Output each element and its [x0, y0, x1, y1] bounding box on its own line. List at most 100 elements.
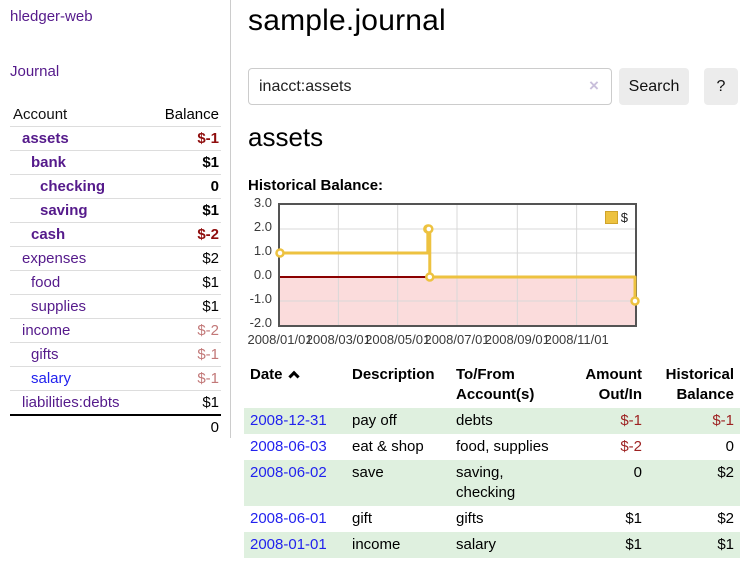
amount-cell: $1: [625, 536, 642, 553]
account-row: income $-2: [10, 318, 221, 342]
account-row: checking 0: [10, 174, 221, 198]
amount-cell: $-2: [620, 438, 642, 455]
sidebar-account-link[interactable]: food: [31, 274, 61, 291]
date-link[interactable]: 2008-06-01: [250, 510, 327, 527]
sidebar-account-link[interactable]: supplies: [31, 298, 87, 315]
register-header-date[interactable]: Date: [244, 362, 346, 408]
header-label: Balance: [676, 386, 734, 403]
date-cell: 2008-12-31: [244, 408, 346, 434]
accounts-cell: gifts: [456, 510, 484, 527]
description-cell: gift: [352, 510, 373, 527]
date-link[interactable]: 2008-12-31: [250, 412, 327, 429]
sidebar-account-link[interactable]: income: [22, 322, 71, 339]
register-row: 2008-01-01 income salary $1 $1: [244, 532, 740, 558]
search-form: × Search ?: [248, 68, 742, 106]
description-cell: eat & shop: [352, 438, 424, 455]
x-axis-label: 2008/05/01: [365, 332, 431, 347]
accounts-total-row: 0: [10, 414, 221, 438]
chart-plot[interactable]: $: [275, 203, 640, 327]
search-button[interactable]: Search: [619, 68, 689, 105]
sidebar-account-link[interactable]: saving: [40, 202, 88, 219]
sort-asc-icon: [287, 370, 300, 383]
amount-cell: 0: [633, 464, 642, 481]
date-cell: 2008-01-01: [244, 532, 346, 558]
search-input[interactable]: [248, 68, 612, 105]
chart-canvas: [275, 205, 640, 325]
legend-swatch-icon: [604, 211, 618, 224]
account-balance: $-1: [197, 346, 219, 363]
y-axis-label: -1.0: [249, 291, 272, 306]
balance-cell: 0: [725, 438, 734, 455]
page-title: sample.journal: [248, 4, 446, 37]
journal-link[interactable]: Journal: [10, 63, 60, 80]
y-axis-label: 2.0: [253, 219, 272, 234]
accounts-cell: debts: [456, 412, 493, 429]
date-cell: 2008-06-02: [244, 460, 346, 506]
balance-cell: $2: [717, 464, 734, 481]
account-row: supplies $1: [10, 294, 221, 318]
sidebar-account-link[interactable]: expenses: [22, 250, 87, 267]
chart-legend: $: [604, 210, 628, 225]
x-axis-label: 2008/07/01: [424, 332, 490, 347]
header-label: Historical: [665, 366, 734, 383]
account-row: saving $1: [10, 198, 221, 222]
y-axis-label: 0.0: [253, 267, 272, 282]
clear-search-icon[interactable]: ×: [589, 76, 599, 95]
header-label: Date: [250, 366, 283, 383]
sidebar-account-link[interactable]: cash: [31, 226, 66, 243]
help-button[interactable]: ?: [704, 68, 738, 105]
account-balance: $-1: [197, 130, 219, 147]
header-label: Out/In: [598, 386, 642, 403]
account-header-label: Account: [13, 105, 68, 123]
account-balance: $1: [202, 298, 219, 315]
header-label: Description: [352, 366, 435, 383]
register-row: 2008-06-02 save saving, checking 0 $2: [244, 460, 740, 506]
date-link[interactable]: 2008-06-03: [250, 438, 327, 455]
sidebar-account-link[interactable]: assets: [22, 130, 69, 147]
sidebar: hledger-web Journal Account Balance asse…: [0, 0, 231, 438]
sidebar-account-link[interactable]: liabilities:debts: [22, 394, 120, 411]
balance-cell: $-1: [712, 412, 734, 429]
legend-label: $: [620, 210, 628, 225]
x-axis-label: 2008/11/01: [544, 332, 609, 347]
x-axis-label: 2008/03/01: [305, 332, 371, 347]
date-cell: 2008-06-03: [244, 434, 346, 460]
date-cell: 2008-06-01: [244, 506, 346, 532]
account-balance: $2: [202, 250, 219, 267]
description-cell: save: [352, 464, 384, 481]
sidebar-account-link[interactable]: salary: [31, 370, 72, 387]
register-row: 2008-06-03 eat & shop food, supplies $-2 0: [244, 434, 740, 460]
chart-title: Historical Balance:: [248, 177, 384, 194]
account-row: liabilities:debts $1: [10, 390, 221, 414]
account-balance: $-2: [197, 322, 219, 339]
account-balance: 0: [210, 178, 219, 195]
accounts-cell: saving, checking: [456, 464, 516, 501]
account-balance: $-1: [197, 370, 219, 387]
account-row: gifts $-1: [10, 342, 221, 366]
sidebar-account-link[interactable]: checking: [40, 178, 106, 195]
accounts-table-header: Account Balance: [10, 102, 221, 126]
balance-cell: $2: [717, 510, 734, 527]
register-header-historical: Historical Balance: [648, 362, 740, 408]
register-header-amount: Amount Out/In: [566, 362, 648, 408]
y-axis-label: 1.0: [253, 243, 272, 258]
amount-cell: $1: [625, 510, 642, 527]
description-cell: pay off: [352, 412, 397, 429]
balance-cell: $1: [717, 536, 734, 553]
brand-link[interactable]: hledger-web: [10, 8, 93, 25]
register-header-row: Date Description To/From Account(s) Amount Ou…: [244, 362, 740, 408]
y-axis-label: -2.0: [249, 315, 272, 330]
account-row: cash $-2: [10, 222, 221, 246]
account-row: expenses $2: [10, 246, 221, 270]
date-link[interactable]: 2008-06-02: [250, 464, 327, 481]
date-link[interactable]: 2008-01-01: [250, 536, 327, 553]
accounts-total: 0: [210, 418, 219, 436]
sidebar-account-link[interactable]: bank: [31, 154, 67, 171]
register-header-tofrom: To/From Account(s): [450, 362, 566, 408]
account-balance: $1: [202, 202, 219, 219]
account-row: bank $1: [10, 150, 221, 174]
sidebar-account-link[interactable]: gifts: [31, 346, 59, 363]
account-row: assets $-1: [10, 126, 221, 150]
account-balance: $1: [202, 154, 219, 171]
